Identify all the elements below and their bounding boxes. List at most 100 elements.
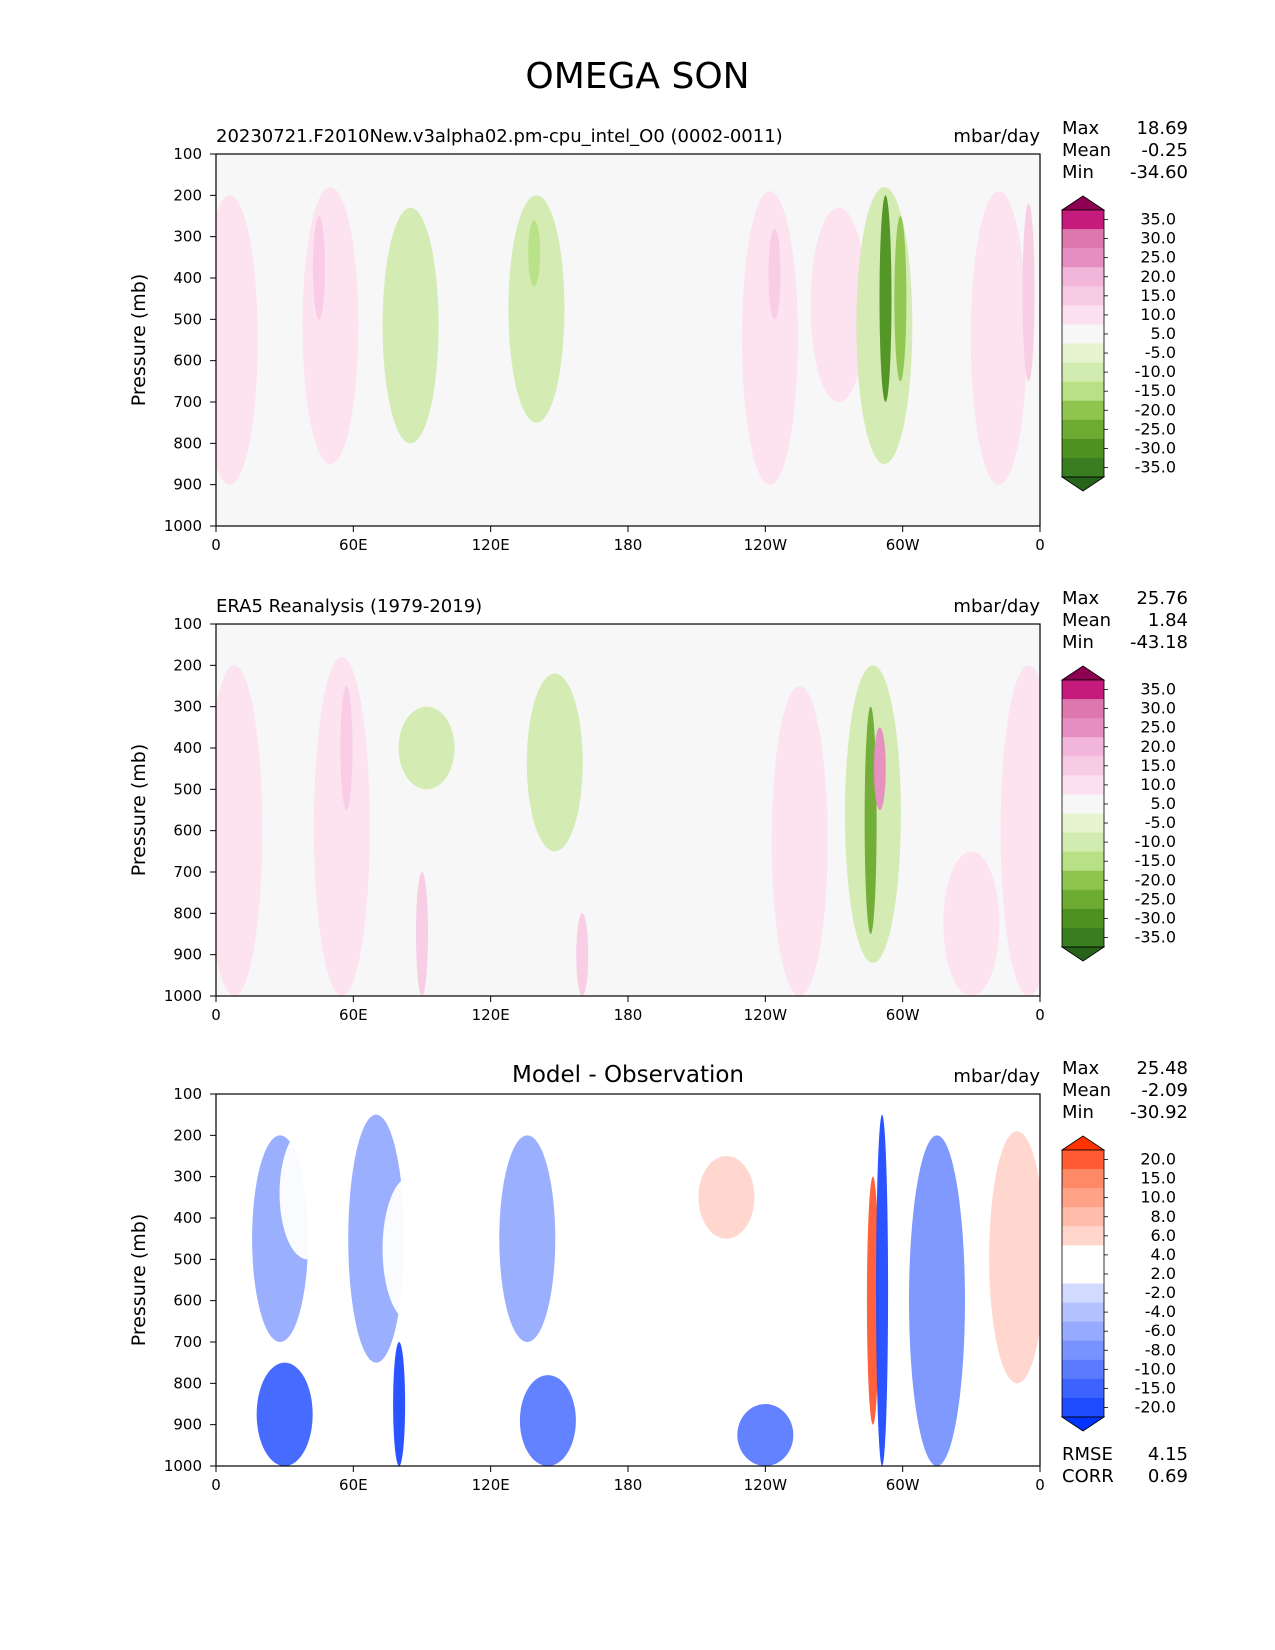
colorbar-tick-label: 4.0 (1151, 1245, 1176, 1264)
x-tick-label: 0 (1035, 1476, 1045, 1494)
colorbar-tick-label: 35.0 (1140, 680, 1176, 699)
colorbar-bin (1062, 908, 1104, 929)
colorbar-tick-label: -35.0 (1135, 927, 1176, 946)
contour-feature-1 (313, 657, 370, 996)
colorbar-bin (1062, 718, 1104, 738)
y-tick-label: 800 (173, 904, 202, 922)
y-tick-label: 200 (173, 186, 202, 204)
colorbar-tick-label: 20.0 (1140, 737, 1176, 756)
colorbar-tick-label: 10.0 (1140, 305, 1176, 324)
y-tick-label: 500 (173, 310, 202, 328)
stat-label: Min (1062, 162, 1094, 183)
y-tick-label: 300 (173, 228, 202, 246)
y-tick-label: 200 (173, 1126, 202, 1144)
stat-value: 1.84 (1148, 610, 1188, 631)
stat-label: Min (1062, 1102, 1094, 1123)
contour-feature-7 (771, 686, 828, 996)
contour-feature-3 (382, 207, 439, 444)
contour-feature-10 (873, 727, 886, 811)
contour-feature-11 (698, 1156, 755, 1239)
contour-feature-13 (1022, 203, 1035, 382)
colorbar-tick-label: 30.0 (1140, 229, 1176, 248)
stat-label: Mean (1062, 610, 1111, 631)
colorbar-bin (1062, 889, 1104, 910)
contour-feature-8 (810, 207, 867, 402)
metric-value: 0.69 (1148, 1466, 1188, 1487)
colorbar-bin (1062, 362, 1104, 383)
x-tick-label: 120E (472, 536, 510, 554)
x-tick-label: 0 (211, 1006, 221, 1024)
contour-feature-6 (741, 191, 798, 485)
panel-reference: 0 60E 120E 180 120W 60W 0 100 200 300 400 500 600 700… (128, 588, 1188, 1024)
y-tick-label: 800 (173, 434, 202, 452)
x-tick-label: 60W (886, 536, 920, 554)
x-tick-label: 0 (1035, 1006, 1045, 1024)
colorbar-bin (1062, 1188, 1104, 1208)
colorbar-tick-label: -15.0 (1135, 851, 1176, 870)
panel-diff: 0 60E 120E 180 120W 60W 0 100 200 300 400 500 600 700… (128, 1058, 1188, 1494)
colorbar-tick-label: 5.0 (1151, 324, 1176, 343)
colorbar-extend-bottom (1060, 476, 1106, 492)
colorbar-tick-label: -15.0 (1135, 1378, 1176, 1397)
colorbar-tick-label: -25.0 (1135, 889, 1176, 908)
colorbar-bin (1062, 737, 1104, 757)
contour-feature-11 (894, 216, 907, 382)
colorbar-tick-label: -4.0 (1145, 1302, 1176, 1321)
colorbar-bin (1062, 1359, 1104, 1380)
contour-feature-7 (393, 1342, 406, 1466)
colorbar-bin (1062, 1169, 1104, 1189)
colorbar-extend-bottom (1060, 1416, 1106, 1432)
y-tick-label: 600 (173, 822, 202, 840)
x-tick-label: 60E (339, 1006, 368, 1024)
colorbar-tick-label: 15.0 (1140, 1169, 1176, 1188)
contour-feature-14 (876, 1114, 889, 1466)
y-tick-label: 300 (173, 1168, 202, 1186)
stat-value: 18.69 (1136, 118, 1188, 139)
x-tick-label: 180 (614, 536, 643, 554)
y-tick-label: 700 (173, 863, 202, 881)
contour-feature-2 (340, 686, 353, 810)
colorbar-tick-label: -8.0 (1145, 1340, 1176, 1359)
contour-feature-2 (279, 1127, 336, 1260)
colorbar: 35.030.025.020.015.010.05.0-5.0-10.0-15.… (1060, 665, 1176, 962)
y-tick-label: 1000 (164, 987, 202, 1005)
colorbar-tick-label: 15.0 (1140, 286, 1176, 305)
y-tick-label: 500 (173, 1250, 202, 1268)
x-tick-label: 120W (744, 536, 788, 554)
colorbar-bin (1062, 870, 1104, 891)
colorbar-frame (1061, 209, 1105, 478)
metric-label: RMSE (1062, 1444, 1113, 1465)
colorbar-bin (1062, 1207, 1104, 1227)
x-tick-label: 60W (886, 1476, 920, 1494)
colorbar-bin (1062, 1226, 1104, 1246)
colorbar-tick-label: 10.0 (1140, 1188, 1176, 1207)
y-tick-label: 700 (173, 393, 202, 411)
contour-feature-12 (970, 191, 1027, 485)
panel-test: 0 60E 120E 180 120W 60W 0 100 200 300 400 500 600 700… (128, 118, 1188, 554)
colorbar-bin (1062, 794, 1104, 814)
y-tick-label: 600 (173, 1292, 202, 1310)
units-label: mbar/day (953, 596, 1040, 617)
y-tick-label: 300 (173, 698, 202, 716)
colorbar-tick-label: -10.0 (1135, 832, 1176, 851)
contour-feature-5 (528, 220, 541, 287)
colorbar-bin (1062, 1340, 1104, 1361)
colorbar-tick-label: 20.0 (1140, 1150, 1176, 1169)
contour-fields (216, 187, 1035, 485)
colorbar-bin (1062, 813, 1104, 834)
x-tick-label: 0 (211, 1476, 221, 1494)
colorbar-bin (1062, 286, 1104, 306)
colorbar-tick-label: 25.0 (1140, 248, 1176, 267)
colorbar-bin (1062, 851, 1104, 872)
colorbar-bin (1062, 1264, 1104, 1284)
colorbar-bin (1062, 343, 1104, 364)
y-tick-label: 900 (173, 1416, 202, 1434)
colorbar-bin (1062, 1245, 1104, 1265)
x-tick-label: 120E (472, 1006, 510, 1024)
colorbar-bin (1062, 699, 1104, 719)
contour-feature-0 (216, 1135, 256, 1363)
x-tick-label: 120W (744, 1006, 788, 1024)
y-tick-label: 100 (173, 145, 202, 163)
stat-value: -2.09 (1141, 1080, 1188, 1101)
